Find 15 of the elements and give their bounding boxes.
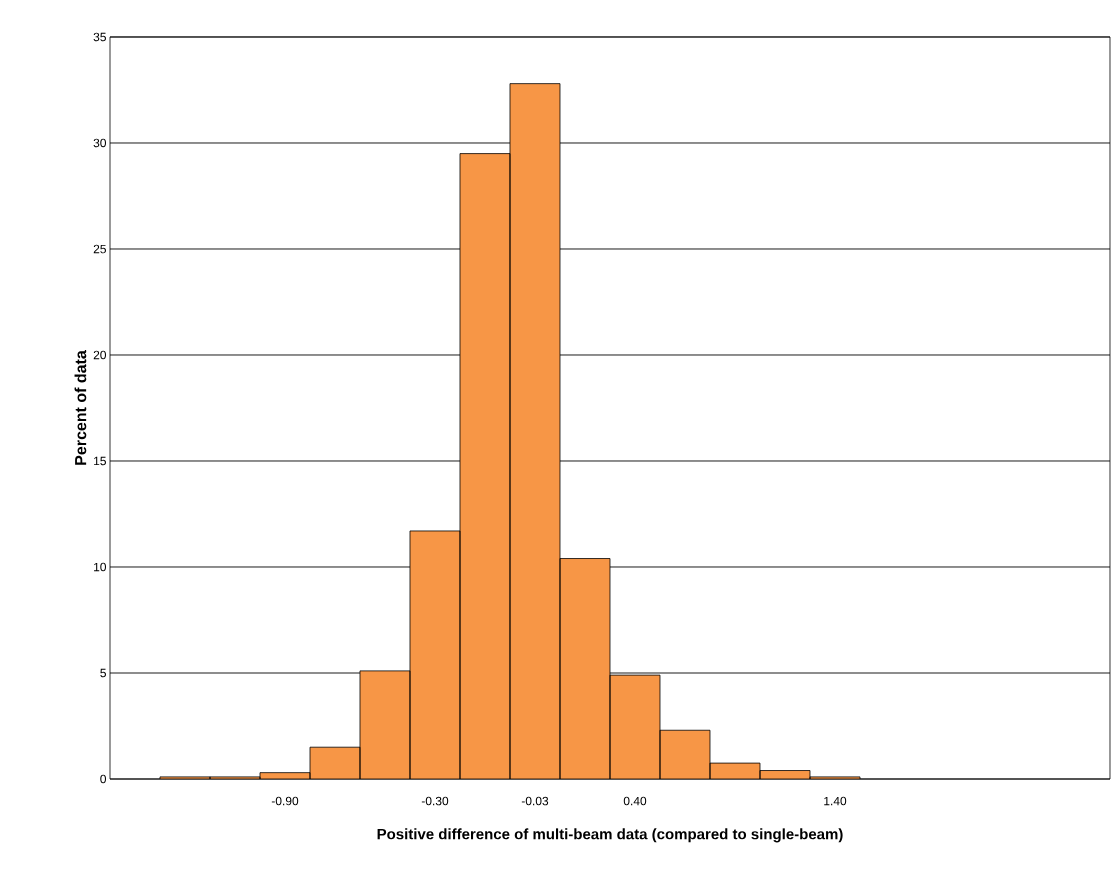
y-tick-label: 30 — [93, 138, 107, 148]
y-tick-label: 5 — [100, 668, 106, 678]
y-axis-title: Percent of data — [74, 350, 87, 465]
y-tick-label: 0 — [100, 774, 107, 784]
x-tick-label: -0.30 — [421, 796, 449, 806]
x-axis-title: Positive difference of multi-beam data (compared to single-beam) — [377, 828, 843, 843]
y-tick-label: 20 — [93, 350, 107, 360]
x-tick-label: -0.90 — [271, 796, 299, 806]
x-tick-label: -0.03 — [521, 796, 549, 806]
x-tick-label: 1.40 — [824, 796, 847, 806]
y-tick-label: 15 — [94, 456, 106, 466]
x-tick-label: 0.40 — [623, 796, 647, 806]
y-tick-label: 35 — [93, 32, 106, 42]
y-tick-label: 10 — [94, 562, 107, 572]
y-tick-label: 25 — [93, 244, 106, 254]
